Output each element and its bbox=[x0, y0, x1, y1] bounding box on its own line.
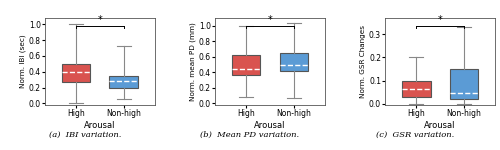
PathPatch shape bbox=[402, 81, 430, 97]
PathPatch shape bbox=[280, 53, 308, 71]
Y-axis label: Norm. GSR Changes: Norm. GSR Changes bbox=[360, 25, 366, 98]
PathPatch shape bbox=[450, 69, 478, 99]
X-axis label: Arousal: Arousal bbox=[254, 121, 286, 130]
Text: *: * bbox=[268, 15, 272, 25]
X-axis label: Arousal: Arousal bbox=[424, 121, 456, 130]
Text: (b)  Mean PD variation.: (b) Mean PD variation. bbox=[200, 131, 300, 139]
Text: (c)  GSR variation.: (c) GSR variation. bbox=[376, 131, 454, 139]
Y-axis label: Norm. mean PD (mm): Norm. mean PD (mm) bbox=[190, 22, 196, 101]
Text: *: * bbox=[98, 15, 102, 25]
Text: (a)  IBI variation.: (a) IBI variation. bbox=[49, 131, 121, 139]
PathPatch shape bbox=[110, 76, 138, 88]
Y-axis label: Norm. IBI (sec): Norm. IBI (sec) bbox=[20, 35, 26, 88]
Text: *: * bbox=[438, 15, 442, 25]
PathPatch shape bbox=[62, 64, 90, 82]
PathPatch shape bbox=[232, 55, 260, 75]
X-axis label: Arousal: Arousal bbox=[84, 121, 116, 130]
